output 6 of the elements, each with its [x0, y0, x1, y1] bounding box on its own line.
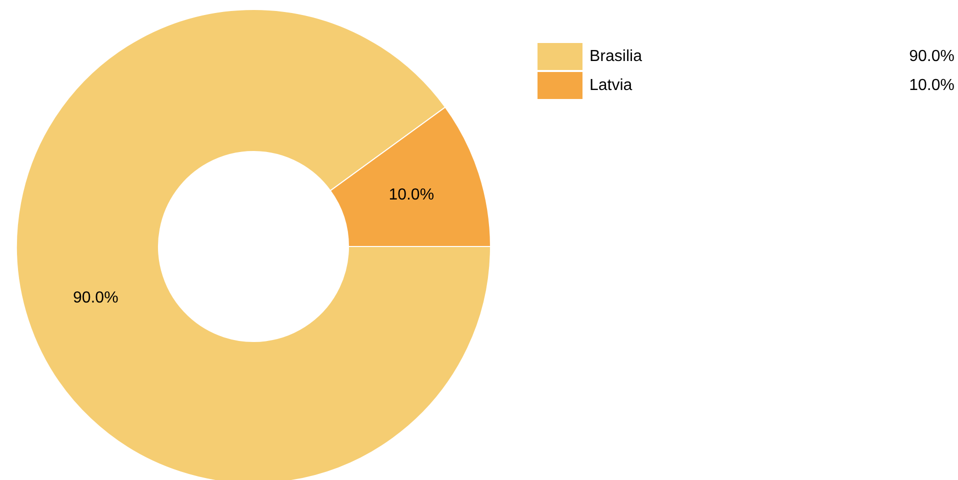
legend-label: Brasilia [590, 48, 642, 65]
text: 10.0% [909, 77, 955, 94]
legend-label: Latvia [590, 77, 632, 94]
data-label: 90.0% [72, 289, 118, 306]
data-label: 10.0% [388, 186, 434, 204]
text: 90.0% [909, 48, 955, 65]
